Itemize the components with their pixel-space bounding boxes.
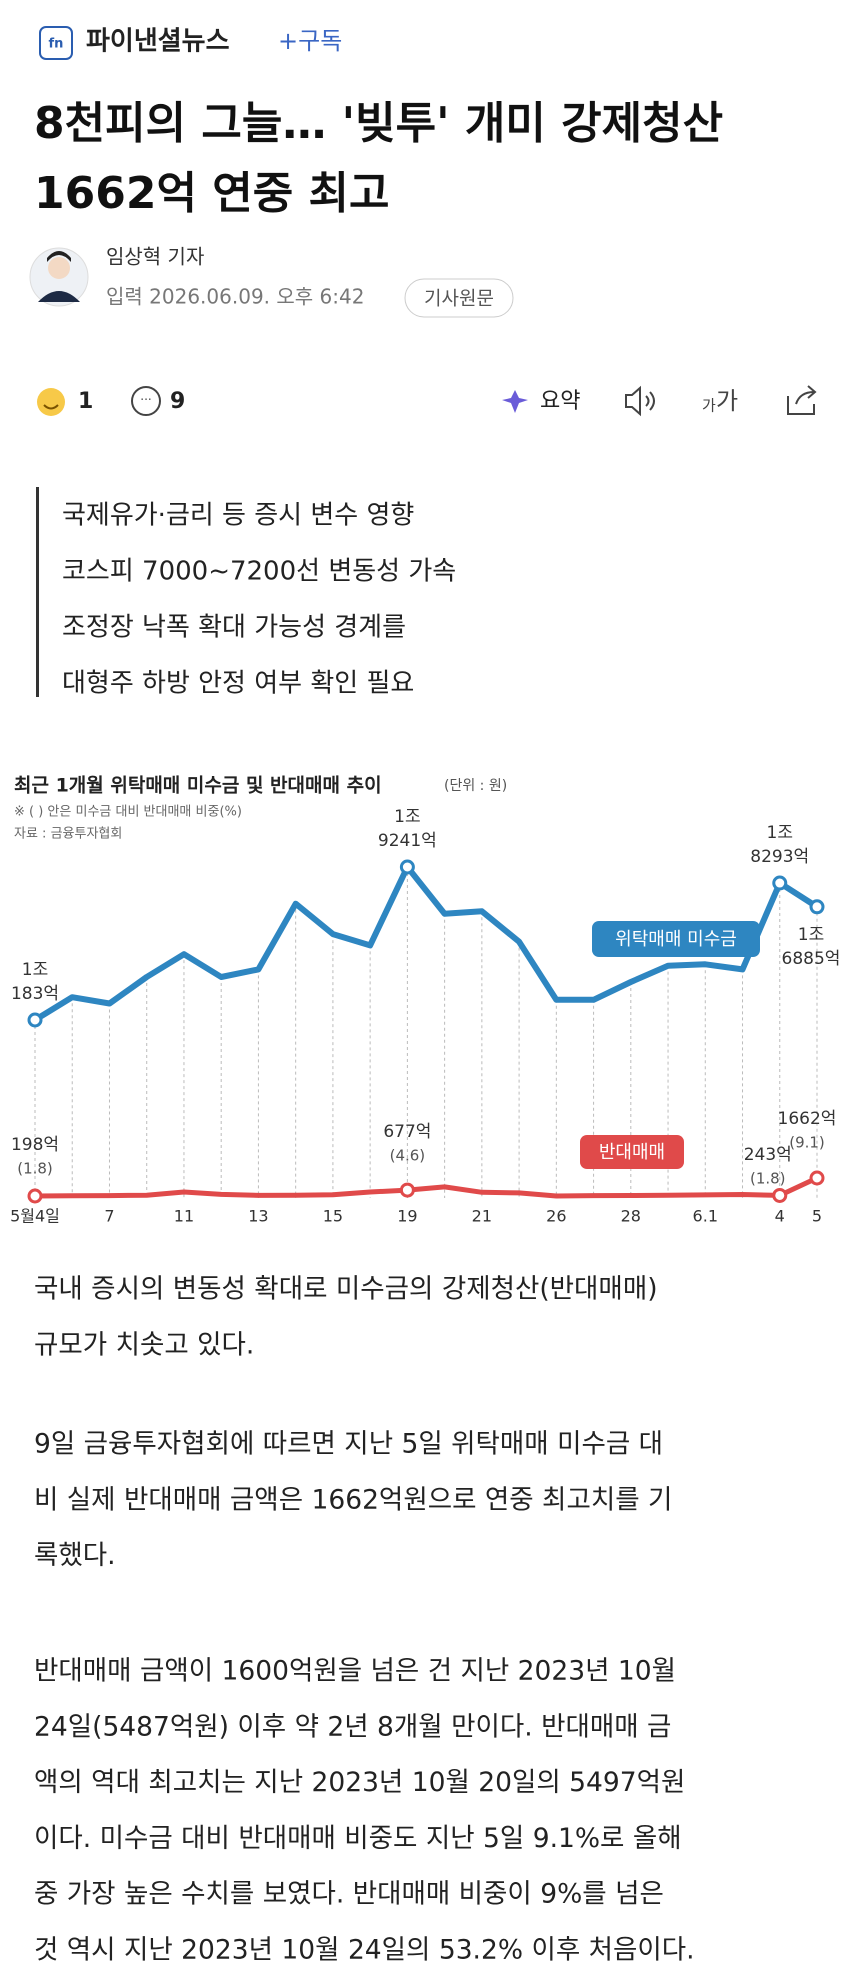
subscribe-button[interactable]: +구독	[278, 27, 342, 55]
series-point	[809, 899, 825, 915]
value-label: 6885억	[782, 949, 841, 969]
comment-icon-dots: ···	[140, 393, 151, 407]
chart-title: 최근 1개월 위탁매매 미수금 및 반대매매 추이	[14, 775, 382, 797]
font-size-large[interactable]: 가	[716, 387, 738, 415]
series-point	[399, 859, 415, 875]
value-label: 9241억	[378, 831, 437, 851]
like-emoji[interactable]	[37, 388, 65, 416]
summary-line: 조정장 낙폭 확대 가능성 경계를	[62, 613, 406, 643]
body-line: 중 가장 높은 수치를 보였다. 반대매매 비중이 9%를 넘은	[34, 1879, 664, 1910]
body-line: 국내 증시의 변동성 확대로 미수금의 강제청산(반대매매)	[34, 1274, 658, 1305]
legend-tag	[592, 921, 760, 957]
article-title: 8천피의 그늘… '빚투' 개미 강제청산	[34, 98, 723, 149]
reporter-name[interactable]: 임상혁 기자	[106, 245, 204, 269]
line-chart: 5월4일 7 11 13 15 19 21 26 28 6.1 4 5 1조 183억 1조 9241억 1조 8…	[10, 807, 840, 1226]
summary-line: 대형주 하방 안정 여부 확인 필요	[62, 669, 414, 699]
brand-logo[interactable]	[39, 26, 73, 60]
value-label: 1조	[22, 960, 48, 980]
series-point	[399, 1182, 415, 1198]
summary-line: 코스피 7000~7200선 변동성 가속	[62, 557, 456, 587]
value-label: 198억	[11, 1135, 59, 1155]
body-line: 이다. 미수금 대비 반대매매 비중도 지난 5일 9.1%로 올해	[34, 1823, 682, 1854]
value-label: 677억	[383, 1122, 431, 1142]
body-line: 규모가 치솟고 있다.	[34, 1329, 254, 1360]
x-tick-label: 7	[104, 1207, 114, 1226]
series-point	[27, 1012, 43, 1028]
ratio-label: (1.8)	[750, 1170, 786, 1188]
series-point	[772, 875, 788, 891]
value-label: 243억	[744, 1145, 792, 1165]
body-line: 것 역시 지난 2023년 10월 24일의 53.2% 이후 처음이다.	[34, 1935, 695, 1966]
original-article-button[interactable]	[404, 278, 514, 318]
avatar-hair	[47, 251, 71, 262]
value-label: 183억	[11, 984, 59, 1004]
x-tick-label: 15	[323, 1207, 343, 1226]
value-label: 1조	[394, 807, 420, 827]
comment-icon[interactable]	[131, 386, 161, 416]
comment-count: 9	[170, 389, 185, 414]
body-line: 9일 금융투자협회에 따르면 지난 5일 위탁매매 미수금 대	[34, 1429, 663, 1460]
listen-waves	[645, 391, 655, 411]
article-body: 국내 증시의 변동성 확대로 미수금의 강제청산(반대매매) 규모가 치솟고 있다…	[34, 1274, 695, 1966]
x-tick-label: 5	[812, 1207, 822, 1226]
original-article-label: 기사원문	[424, 288, 494, 310]
article-title: 1662억 연중 최고	[34, 168, 390, 219]
x-tick-label: 4	[775, 1207, 785, 1226]
brand-name[interactable]: 파이낸셜뉴스	[86, 27, 230, 57]
ratio-label: (4.6)	[390, 1147, 426, 1165]
x-tick-label: 19	[397, 1207, 417, 1226]
chart-unit: (단위 : 원)	[444, 778, 507, 794]
x-tick-label: 26	[546, 1207, 566, 1226]
value-label: 8293억	[750, 847, 809, 867]
series-point	[772, 1187, 788, 1203]
series-line	[33, 864, 819, 1023]
avatar-suit	[38, 291, 80, 302]
like-count: 1	[78, 389, 93, 414]
series-line	[34, 1175, 819, 1199]
chart-note: ※ ( ) 안은 미수금 대비 반대매매 비중(%)	[14, 805, 242, 820]
value-label: 1조	[767, 823, 793, 843]
font-size-small[interactable]: 가	[702, 397, 716, 415]
brand-logo-mark: fn	[49, 37, 64, 52]
legend-label: 위탁매매 미수금	[615, 929, 737, 950]
value-label: 1662억	[778, 1109, 837, 1129]
value-label: 1조	[798, 925, 824, 945]
listen-icon[interactable]	[625, 385, 641, 417]
avatar-face	[48, 257, 70, 279]
legend-tag	[580, 1135, 684, 1169]
x-tick-label: 28	[621, 1207, 641, 1226]
x-tick-label: 13	[248, 1207, 268, 1226]
publish-date: 입력 2026.06.09. 오후 6:42	[106, 285, 364, 309]
body-line: 비 실제 반대매매 금액은 1662억원으로 연중 최고치를 기	[34, 1484, 672, 1515]
x-tick-label: 6.1	[693, 1207, 718, 1226]
emoji-smile	[43, 404, 59, 410]
body-line: 반대매매 금액이 1600억원을 넘은 건 지난 2023년 10월	[34, 1656, 676, 1687]
summary-bar	[36, 487, 39, 697]
body-line: 액의 역대 최고치는 지난 2023년 10월 20일의 5497억원	[34, 1767, 685, 1798]
body-line: 24일(5487억원) 이후 약 2년 8개월 만이다. 반대매매 금	[34, 1711, 671, 1742]
chart-source: 자료 : 금융투자협회	[14, 827, 122, 842]
summary-icon[interactable]	[502, 390, 528, 413]
x-tick-label: 11	[174, 1207, 194, 1226]
x-tick-label: 5월4일	[10, 1207, 60, 1226]
ratio-label: (9.1)	[789, 1134, 825, 1152]
share-icon[interactable]	[787, 385, 817, 415]
series-point	[27, 1188, 43, 1204]
summary-button[interactable]: 요약	[540, 389, 580, 414]
x-tick-label: 21	[472, 1207, 492, 1226]
legend-label: 반대매매	[599, 1142, 665, 1163]
body-line: 록했다.	[34, 1540, 116, 1571]
summary-line: 국제유가·금리 등 증시 변수 영향	[62, 501, 414, 531]
series-point	[809, 1170, 825, 1186]
ratio-label: (1.8)	[17, 1160, 53, 1178]
